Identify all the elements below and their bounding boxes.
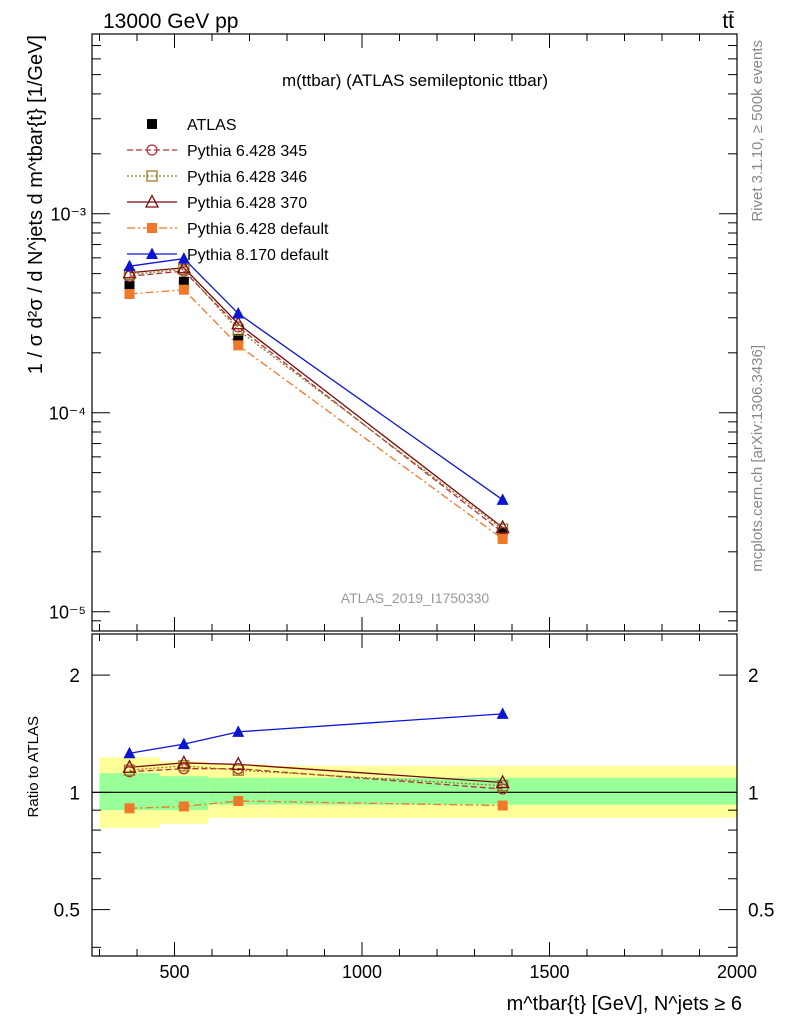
x-tick-labels: 500 1000 1500 2000 bbox=[159, 962, 757, 982]
main-plot-frame bbox=[91, 33, 738, 632]
legend-label-pythia-6-428-346: Pythia 6.428 346 bbox=[187, 169, 307, 186]
main-point-pythia-6-428-default bbox=[124, 288, 135, 299]
ratio-point-pythia-6-428-default bbox=[497, 800, 508, 811]
legend-marker-atlas bbox=[147, 119, 157, 129]
process-label: tt̄ bbox=[722, 10, 734, 33]
ratio-point-pythia-6-428-370 bbox=[231, 756, 246, 770]
legend-label-pythia-6-428-default: Pythia 6.428 default bbox=[187, 221, 329, 238]
legend-label-pythia-6-428-345: Pythia 6.428 345 bbox=[187, 143, 307, 160]
main-point-pythia-6-428-346 bbox=[232, 324, 244, 336]
ratio-series-markers bbox=[122, 707, 510, 814]
main-point-pythia-8-170-default bbox=[232, 307, 245, 319]
main-point-pythia-8-170-default bbox=[177, 252, 190, 264]
main-title: m(ttbar) (ATLAS semileptonic ttbar) bbox=[282, 71, 548, 90]
x-axis-label: m^tbar{t} [GeV], N^jets ≥ 6 bbox=[507, 993, 742, 1015]
ratio-line-pythia-8-170-default bbox=[129, 713, 503, 754]
ratio-y-tick-label-right: 2 bbox=[748, 666, 759, 687]
ratio-line-pythia-6-428-345 bbox=[129, 768, 503, 790]
main-point-pythia-6-428-370 bbox=[122, 264, 137, 279]
main-point-pythia-8-170-default bbox=[496, 493, 509, 505]
main-point-pythia-6-428-370 bbox=[231, 315, 246, 330]
main-point-pythia-6-428-default bbox=[178, 284, 189, 295]
x-tick-label: 1000 bbox=[342, 962, 382, 982]
main-line-pythia-6-428-370 bbox=[129, 267, 504, 529]
ratio-y-tick-label-left: 2 bbox=[69, 666, 80, 687]
energy-label: 13000 GeV pp bbox=[103, 10, 238, 33]
rivet-label: Rivet 3.1.10, ≥ 500k events bbox=[749, 40, 766, 222]
ratio-y-tick-labels: 0.5 0.5 1 1 2 2 bbox=[54, 666, 775, 921]
main-line-pythia-8-170-default bbox=[129, 257, 503, 501]
ratio-line-pythia-6-428-370 bbox=[129, 762, 503, 784]
ratio-y-tick-label-left: 0.5 bbox=[54, 901, 80, 922]
main-point-pythia-6-428-370 bbox=[495, 519, 510, 534]
main-line-pythia-6-428-default bbox=[129, 289, 504, 540]
ratio-point-pythia-8-170-default bbox=[496, 707, 509, 719]
x-tick-label: 2000 bbox=[717, 962, 757, 982]
main-ticks bbox=[92, 33, 738, 632]
ratio-panel: 0.5 0.5 1 1 2 2 500 1000 1500 2000 Ratio to ATLA… bbox=[25, 633, 775, 1015]
legend-marker-pythia-6-428-default bbox=[147, 223, 157, 233]
main-point-atlas bbox=[178, 276, 189, 287]
ratio-point-pythia-8-170-default bbox=[177, 737, 190, 750]
ratio-point-pythia-6-428-default bbox=[233, 796, 244, 807]
ratio-point-pythia-6-428-370 bbox=[495, 774, 510, 789]
main-panel: 10⁻⁵ 10⁻⁴ 10⁻³ m(ttbar) (ATLAS semileptoni… bbox=[25, 33, 738, 632]
main-point-pythia-6-428-default bbox=[233, 340, 244, 351]
legend-marker-pythia-6-428-346 bbox=[146, 170, 158, 182]
main-line-pythia-6-428-346 bbox=[129, 268, 504, 530]
ratio-y-tick-label-right: 0.5 bbox=[748, 901, 774, 922]
legend-label-atlas: ATLAS bbox=[187, 117, 237, 134]
main-series-lines bbox=[129, 257, 504, 540]
main-y-tick-label: 10⁻⁴ bbox=[49, 404, 86, 424]
ratio-point-pythia-6-428-370 bbox=[176, 755, 191, 769]
main-series-markers bbox=[122, 252, 510, 544]
main-point-pythia-6-428-370 bbox=[176, 259, 191, 274]
ratio-point-pythia-8-170-default bbox=[123, 746, 136, 759]
legend: ATLAS Pythia 6.428 345 Pythia 6.428 346 Pyt… bbox=[127, 117, 329, 264]
ratio-ticks bbox=[92, 634, 738, 956]
main-y-tick-label: 10⁻³ bbox=[50, 205, 86, 225]
ratio-line-pythia-6-428-346 bbox=[129, 765, 503, 787]
legend-marker-pythia-8-170-default bbox=[146, 247, 158, 259]
legend-marker-pythia-6-428-370 bbox=[144, 194, 160, 208]
analysis-watermark: ATLAS_2019_I1750330 bbox=[341, 590, 490, 606]
ratio-y-tick-label-left: 1 bbox=[69, 783, 80, 804]
main-point-pythia-8-170-default bbox=[123, 259, 136, 272]
ratio-point-pythia-6-428-default bbox=[178, 801, 189, 812]
ratio-line-pythia-6-428-default bbox=[129, 800, 503, 809]
ratio-y-axis-label: Ratio to ATLAS bbox=[25, 716, 42, 817]
legend-label-pythia-6-428-370: Pythia 6.428 370 bbox=[187, 195, 307, 212]
ratio-series-lines bbox=[129, 713, 503, 809]
ratio-point-pythia-6-428-default bbox=[124, 803, 135, 814]
main-y-axis-label: 1 / σ d²σ / d N^jets d m^tbar{t} [1/GeV] bbox=[25, 35, 47, 374]
main-y-tick-labels: 10⁻⁵ 10⁻⁴ 10⁻³ bbox=[49, 205, 86, 623]
main-y-tick-label: 10⁻⁵ bbox=[49, 603, 86, 623]
main-point-pythia-6-428-346 bbox=[178, 263, 190, 276]
main-point-atlas bbox=[124, 280, 135, 291]
ratio-point-pythia-6-428-370 bbox=[122, 759, 137, 773]
mcplots-label: mcplots.cern.ch [arXiv:1306.3436] bbox=[749, 345, 766, 572]
main-point-pythia-6-428-default bbox=[497, 533, 508, 544]
legend-marker-pythia-6-428-345 bbox=[146, 144, 158, 156]
legend-label-pythia-8-170-default: Pythia 8.170 default bbox=[187, 247, 329, 264]
main-point-atlas bbox=[233, 333, 244, 344]
ratio-y-tick-label-right: 1 bbox=[748, 783, 759, 804]
ratio-point-pythia-6-428-346 bbox=[232, 764, 244, 776]
ratio-point-pythia-8-170-default bbox=[232, 725, 245, 737]
x-tick-label: 500 bbox=[159, 962, 189, 982]
x-tick-label: 1500 bbox=[529, 962, 569, 982]
ratio-plot-frame bbox=[91, 633, 738, 957]
